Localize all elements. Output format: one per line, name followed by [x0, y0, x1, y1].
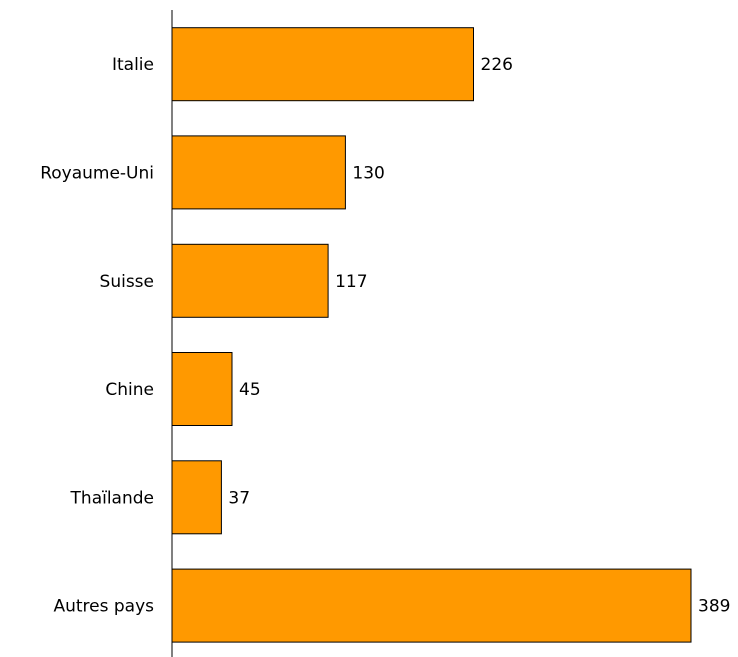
bar-thailande [171, 460, 222, 535]
category-label-autres-pays: Autres pays [53, 597, 154, 617]
value-label-chine: 45 [239, 380, 261, 400]
category-label-thailande: Thaïlande [70, 488, 154, 508]
bar-suisse [171, 243, 329, 318]
category-label-suisse: Suisse [100, 272, 154, 292]
category-labels-group: Italie Royaume-Uni Suisse Chine Thaïlande Aut… [40, 55, 154, 616]
bar-italie [171, 27, 474, 102]
bar-royaume-uni [171, 135, 346, 210]
category-label-italie: Italie [112, 55, 154, 75]
value-label-thailande: 37 [228, 488, 250, 508]
category-label-chine: Chine [105, 380, 154, 400]
category-label-royaume-uni: Royaume-Uni [40, 163, 154, 183]
value-labels-group: 226 130 117 45 37 389 [228, 55, 730, 616]
value-label-royaume-uni: 130 [352, 163, 384, 183]
value-label-autres-pays: 389 [698, 597, 730, 617]
bar-chine [171, 352, 233, 426]
bar-autres-pays [171, 568, 692, 643]
value-label-suisse: 117 [335, 272, 367, 292]
value-label-italie: 226 [481, 55, 513, 75]
bars-group [171, 27, 692, 643]
